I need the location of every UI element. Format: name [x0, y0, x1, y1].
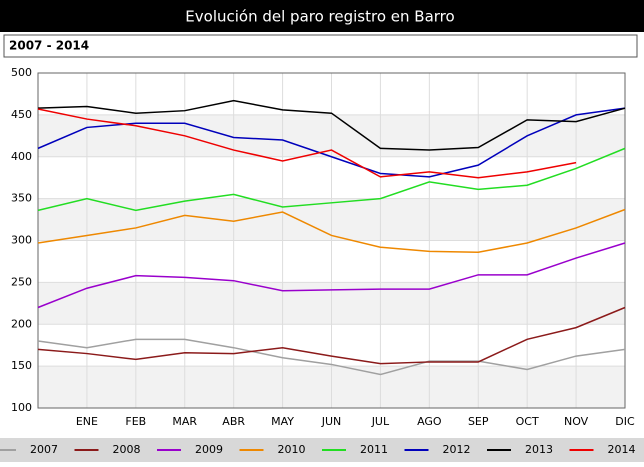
x-tick-label: MAY: [271, 415, 294, 428]
y-tick-label: 500: [11, 66, 32, 79]
series-line: [37, 108, 577, 179]
series-line: [37, 306, 626, 365]
series-line: [37, 107, 626, 178]
x-tick-label: FEB: [125, 415, 146, 428]
subtitle-box: [3, 34, 638, 58]
y-tick-label: 200: [11, 317, 32, 330]
legend-label: 2007: [30, 443, 58, 456]
series-line: [37, 147, 626, 212]
legend-label: 2008: [113, 443, 141, 456]
x-tick-label: DIC: [615, 415, 635, 428]
title-bar: [0, 0, 644, 32]
legend-label: 2011: [360, 443, 388, 456]
legend-label: 2009: [195, 443, 223, 456]
y-tick-label: 350: [11, 192, 32, 205]
y-tick-label: 300: [11, 234, 32, 247]
legend-label: 2010: [278, 443, 306, 456]
x-tick-label: AGO: [417, 415, 442, 428]
y-tick-label: 150: [11, 359, 32, 372]
x-tick-label: NOV: [564, 415, 589, 428]
subtitle: 2007 - 2014: [9, 39, 89, 53]
x-tick-label: OCT: [516, 415, 539, 428]
legend-label: 2012: [443, 443, 471, 456]
legend-label: 2014: [608, 443, 636, 456]
x-tick-label: MAR: [172, 415, 197, 428]
chart-title: Evolución del paro registro en Barro: [185, 8, 454, 26]
y-tick-label: 250: [11, 275, 32, 288]
x-tick-label: SEP: [468, 415, 489, 428]
y-tick-label: 100: [11, 401, 32, 414]
series-line: [37, 208, 626, 253]
x-tick-label: ENE: [76, 415, 98, 428]
legend-label: 2013: [525, 443, 553, 456]
y-tick-label: 450: [11, 108, 32, 121]
x-tick-label: ABR: [222, 415, 245, 428]
series-line: [37, 242, 626, 309]
x-tick-label: JUL: [371, 415, 390, 428]
y-tick-label: 400: [11, 150, 32, 163]
series-line: [37, 99, 626, 151]
plot-border: [37, 72, 626, 409]
series-line: [37, 338, 626, 376]
x-tick-label: JUN: [321, 415, 342, 428]
